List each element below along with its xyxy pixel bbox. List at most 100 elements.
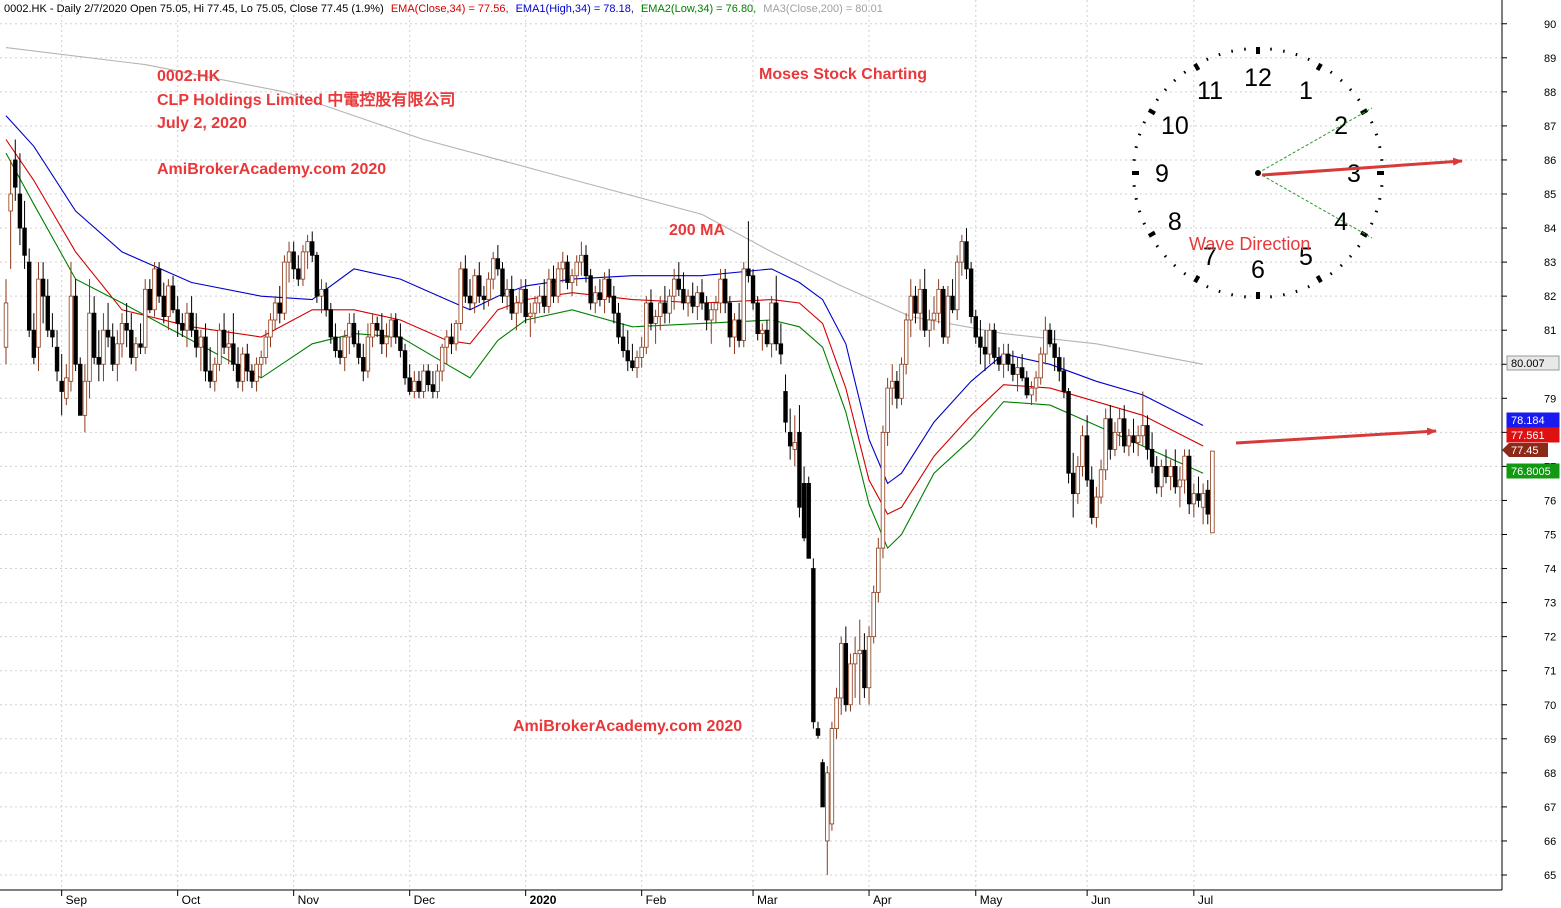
candle: [119, 313, 125, 358]
candle: [616, 302, 621, 344]
candle: [1071, 452, 1076, 518]
candle-body: [620, 336, 626, 352]
candle: [945, 285, 951, 344]
price-tag-box: [1506, 427, 1560, 443]
candle: [296, 255, 301, 286]
candle-body: [1163, 465, 1169, 478]
series-ma200: [5, 47, 1204, 365]
candle-body: [231, 343, 236, 365]
candle-body: [254, 363, 259, 382]
series-ema_high: [5, 115, 1204, 485]
xtick-label-Jul: Jul: [1198, 893, 1213, 907]
candle: [435, 364, 440, 399]
candle-body: [746, 268, 751, 277]
candle-body: [852, 653, 858, 665]
candle: [347, 313, 352, 355]
candle-body: [1019, 367, 1025, 379]
candle-body: [996, 357, 1002, 365]
candle-body: [212, 363, 217, 382]
candle-body: [240, 353, 245, 382]
candle: [509, 275, 514, 320]
candle-body: [1024, 377, 1029, 396]
candle: [481, 285, 487, 310]
candle-body: [931, 312, 937, 321]
candle: [1131, 418, 1136, 453]
candle: [955, 255, 960, 320]
clock-hour-tick: [1360, 230, 1369, 238]
candle-body: [551, 278, 556, 297]
candle-body: [310, 241, 315, 256]
candle-body: [282, 261, 287, 314]
candle: [922, 268, 927, 338]
candle-body: [959, 241, 965, 263]
candle-body: [736, 319, 742, 341]
candle: [310, 231, 315, 263]
clock-minute-tick: [1357, 244, 1361, 248]
candle: [750, 268, 756, 310]
candle-body: [1126, 435, 1132, 447]
price-tag-close: 77.45: [1502, 443, 1548, 457]
candle-body: [681, 288, 686, 304]
candle-body: [3, 302, 9, 348]
clock-number-3: 3: [1347, 160, 1361, 188]
candle: [899, 357, 904, 406]
candle: [101, 313, 106, 382]
candle-body: [973, 316, 978, 338]
clock-number-9: 9: [1155, 160, 1169, 188]
time-axis: Sep Oct Nov Dec 2020 Feb Mar Apr May Jun Jul: [61, 890, 1213, 907]
ytick-label-67: 67: [1544, 802, 1556, 814]
candle-body: [894, 380, 900, 399]
candle-body: [611, 295, 617, 314]
ytick-label-76: 76: [1544, 495, 1556, 507]
candle-body: [1140, 425, 1145, 437]
candle-body: [323, 288, 329, 311]
candle: [936, 279, 941, 324]
candle-body: [263, 336, 269, 358]
candle-body: [1103, 418, 1108, 471]
clock-minute-tick: [1231, 49, 1234, 53]
price-tag-box: [1506, 412, 1560, 428]
candle-body: [917, 288, 923, 314]
candle-body: [54, 346, 60, 372]
candle: [59, 354, 64, 416]
clock-minute-tick: [1348, 254, 1353, 258]
candle: [797, 405, 802, 518]
candle-body: [755, 302, 760, 335]
candle: [542, 279, 547, 314]
candle: [282, 255, 287, 320]
candle-body: [82, 380, 88, 416]
clock-hour-tick: [1147, 108, 1156, 116]
candle: [374, 316, 380, 338]
candle-body: [579, 254, 584, 263]
candle-body: [398, 336, 403, 352]
candle-body: [839, 643, 844, 699]
candle-body: [328, 309, 333, 338]
candle-body: [955, 261, 960, 311]
candle: [31, 313, 37, 365]
candle-body: [1015, 367, 1020, 375]
candle-body: [801, 483, 807, 539]
candle: [532, 296, 538, 324]
candle-body: [13, 159, 18, 188]
candle-body: [792, 442, 797, 450]
candle: [876, 537, 881, 603]
candle-body: [1108, 418, 1113, 450]
xtick-label-Mar: Mar: [757, 893, 778, 907]
clock-minute-tick: [1155, 244, 1159, 248]
candle-body: [927, 319, 932, 331]
clock-minute-tick: [1218, 289, 1221, 294]
candle-body: [1159, 465, 1164, 488]
candle-body: [249, 370, 255, 382]
moses-label: Moses Stock Charting: [759, 66, 927, 83]
candle-body: [472, 275, 477, 304]
candle: [620, 323, 626, 358]
candle: [806, 476, 811, 559]
candle: [393, 313, 398, 344]
candle: [351, 313, 357, 348]
candle: [723, 268, 728, 314]
candle: [8, 159, 13, 269]
ticker-label: 0002.HK: [157, 68, 221, 85]
clock-minute-tick: [1370, 121, 1374, 124]
price-tag-box: [1506, 463, 1560, 479]
candle-body: [1210, 450, 1215, 534]
